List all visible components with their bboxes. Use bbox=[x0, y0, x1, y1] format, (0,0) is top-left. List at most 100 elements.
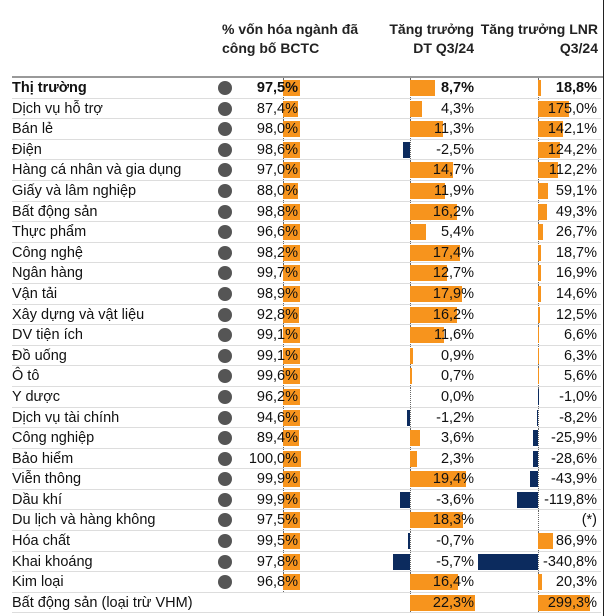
cap-bar bbox=[283, 80, 301, 96]
dt-value: 16,2% bbox=[432, 203, 474, 220]
dt-value: 11,9% bbox=[433, 182, 474, 199]
sector-label: DV tiện ích bbox=[12, 327, 83, 344]
table-row: Ô tô 99,6% 0,7% 5,6% bbox=[12, 366, 601, 387]
dt-bar bbox=[410, 224, 426, 241]
status-dot-icon bbox=[218, 101, 232, 116]
lnr-value: 20,3% bbox=[555, 574, 597, 591]
cap-value: 96,2% bbox=[256, 388, 298, 405]
cap-bar bbox=[283, 491, 301, 508]
lnr-bar bbox=[538, 533, 554, 550]
cap-bar bbox=[283, 553, 301, 570]
status-dot-icon bbox=[218, 183, 232, 198]
dt-value: 18,3% bbox=[432, 512, 474, 529]
lnr-bar bbox=[530, 471, 538, 488]
cap-bar bbox=[283, 368, 301, 385]
dt-bar bbox=[410, 512, 464, 529]
lnr-bar bbox=[532, 450, 538, 467]
cap-value: 99,1% bbox=[256, 327, 298, 344]
lnr-bar bbox=[538, 594, 591, 611]
cap-bar bbox=[283, 533, 301, 550]
dt-bar bbox=[410, 265, 447, 282]
dt-axis bbox=[410, 531, 411, 551]
sector-label: Xây dựng và vật liệu bbox=[12, 306, 145, 323]
sector-label: Kim loại bbox=[12, 574, 64, 591]
dt-bar bbox=[410, 574, 458, 591]
lnr-bar bbox=[536, 409, 538, 426]
sector-label: Vận tải bbox=[12, 285, 58, 302]
lnr-value: -25,9% bbox=[551, 430, 597, 447]
lnr-bar bbox=[538, 327, 540, 344]
lnr-bar bbox=[517, 491, 538, 508]
cap-value: 98,2% bbox=[256, 244, 298, 261]
table-row: Công nghệ 98,2% 17,4% 18,7% bbox=[12, 242, 601, 264]
lnr-axis bbox=[538, 469, 539, 489]
dt-value: -2,5% bbox=[436, 141, 474, 158]
lnr-axis bbox=[538, 510, 539, 531]
cap-value: 88,0% bbox=[256, 182, 298, 199]
table-row: Viễn thông 99,9% 19,4% -43,9% bbox=[12, 469, 601, 490]
table-row: Bán lẻ 98,0% 11,3% 142,1% bbox=[12, 119, 601, 140]
dt-value: 17,4% bbox=[432, 244, 474, 261]
table-row: Công nghiệp 89,4% 3,6% -25,9% bbox=[12, 428, 601, 449]
lnr-bar bbox=[538, 80, 542, 96]
cap-value: 97,0% bbox=[256, 162, 298, 179]
lnr-bar bbox=[533, 430, 538, 447]
lnr-bar bbox=[538, 244, 542, 261]
sector-label: Y dược bbox=[12, 388, 60, 405]
table-row: Bảo hiểm 100,0% 2,3% -28,6% bbox=[12, 448, 601, 470]
dt-value: 3,6% bbox=[440, 430, 474, 447]
cap-bar bbox=[283, 285, 301, 302]
dt-value: 12,7% bbox=[432, 265, 474, 282]
cap-bar bbox=[283, 347, 301, 364]
cap-bar bbox=[283, 244, 301, 261]
dt-value: -1,2% bbox=[436, 409, 474, 426]
dt-axis bbox=[410, 386, 411, 407]
dt-bar bbox=[402, 141, 410, 158]
cap-value: 94,6% bbox=[256, 409, 298, 426]
cap-value: 97,5% bbox=[256, 512, 298, 529]
dt-value: 14,7% bbox=[432, 162, 474, 179]
lnr-axis bbox=[538, 386, 539, 407]
status-dot-icon bbox=[218, 472, 232, 487]
dt-value: 16,4% bbox=[432, 574, 474, 591]
dt-bar bbox=[410, 306, 457, 323]
dt-value: 11,6% bbox=[433, 327, 474, 344]
lnr-value: 5,6% bbox=[563, 368, 597, 385]
cap-bar bbox=[283, 450, 301, 467]
status-dot-icon bbox=[218, 245, 232, 260]
lnr-value: 18,7% bbox=[555, 244, 597, 261]
dt-value: 4,3% bbox=[440, 100, 474, 117]
status-dot-icon bbox=[218, 204, 232, 219]
cap-value: 99,5% bbox=[256, 533, 298, 550]
cap-value: 87,4% bbox=[256, 100, 298, 117]
cap-bar bbox=[283, 574, 300, 591]
status-dot-icon bbox=[218, 431, 232, 446]
cap-bar bbox=[283, 327, 301, 344]
lnr-value: 59,1% bbox=[555, 182, 597, 199]
dt-axis bbox=[410, 489, 411, 510]
lnr-value: 18,8% bbox=[555, 80, 597, 96]
lnr-value: -28,6% bbox=[551, 450, 597, 467]
sector-label: Hàng cá nhân và gia dụng bbox=[12, 162, 182, 179]
sector-label: Thực phẩm bbox=[12, 224, 87, 241]
sector-label: Công nghiệp bbox=[12, 430, 95, 447]
status-dot-icon bbox=[218, 554, 232, 569]
dt-bar bbox=[410, 347, 413, 364]
dt-value: 16,2% bbox=[432, 306, 474, 323]
sector-label: Bất động sản bbox=[12, 203, 98, 220]
cap-bar bbox=[283, 224, 300, 241]
dt-value: 8,7% bbox=[440, 80, 474, 96]
dt-value: 0,7% bbox=[440, 368, 474, 385]
dt-bar bbox=[410, 203, 457, 220]
table-row: Thực phẩm 96,6% 5,4% 26,7% bbox=[12, 222, 601, 243]
table-row: DV tiện ích 99,1% 11,6% 6,6% bbox=[12, 325, 601, 346]
lnr-bar bbox=[538, 574, 542, 591]
lnr-value: -8,2% bbox=[559, 409, 597, 426]
sector-label: Giấy và lâm nghiệp bbox=[12, 182, 137, 199]
dt-bar bbox=[410, 162, 453, 179]
sector-label: Điện bbox=[12, 141, 42, 158]
cap-bar bbox=[283, 409, 300, 426]
dt-value: 2,3% bbox=[440, 450, 474, 467]
cap-bar bbox=[283, 430, 299, 447]
cap-bar bbox=[283, 306, 300, 323]
